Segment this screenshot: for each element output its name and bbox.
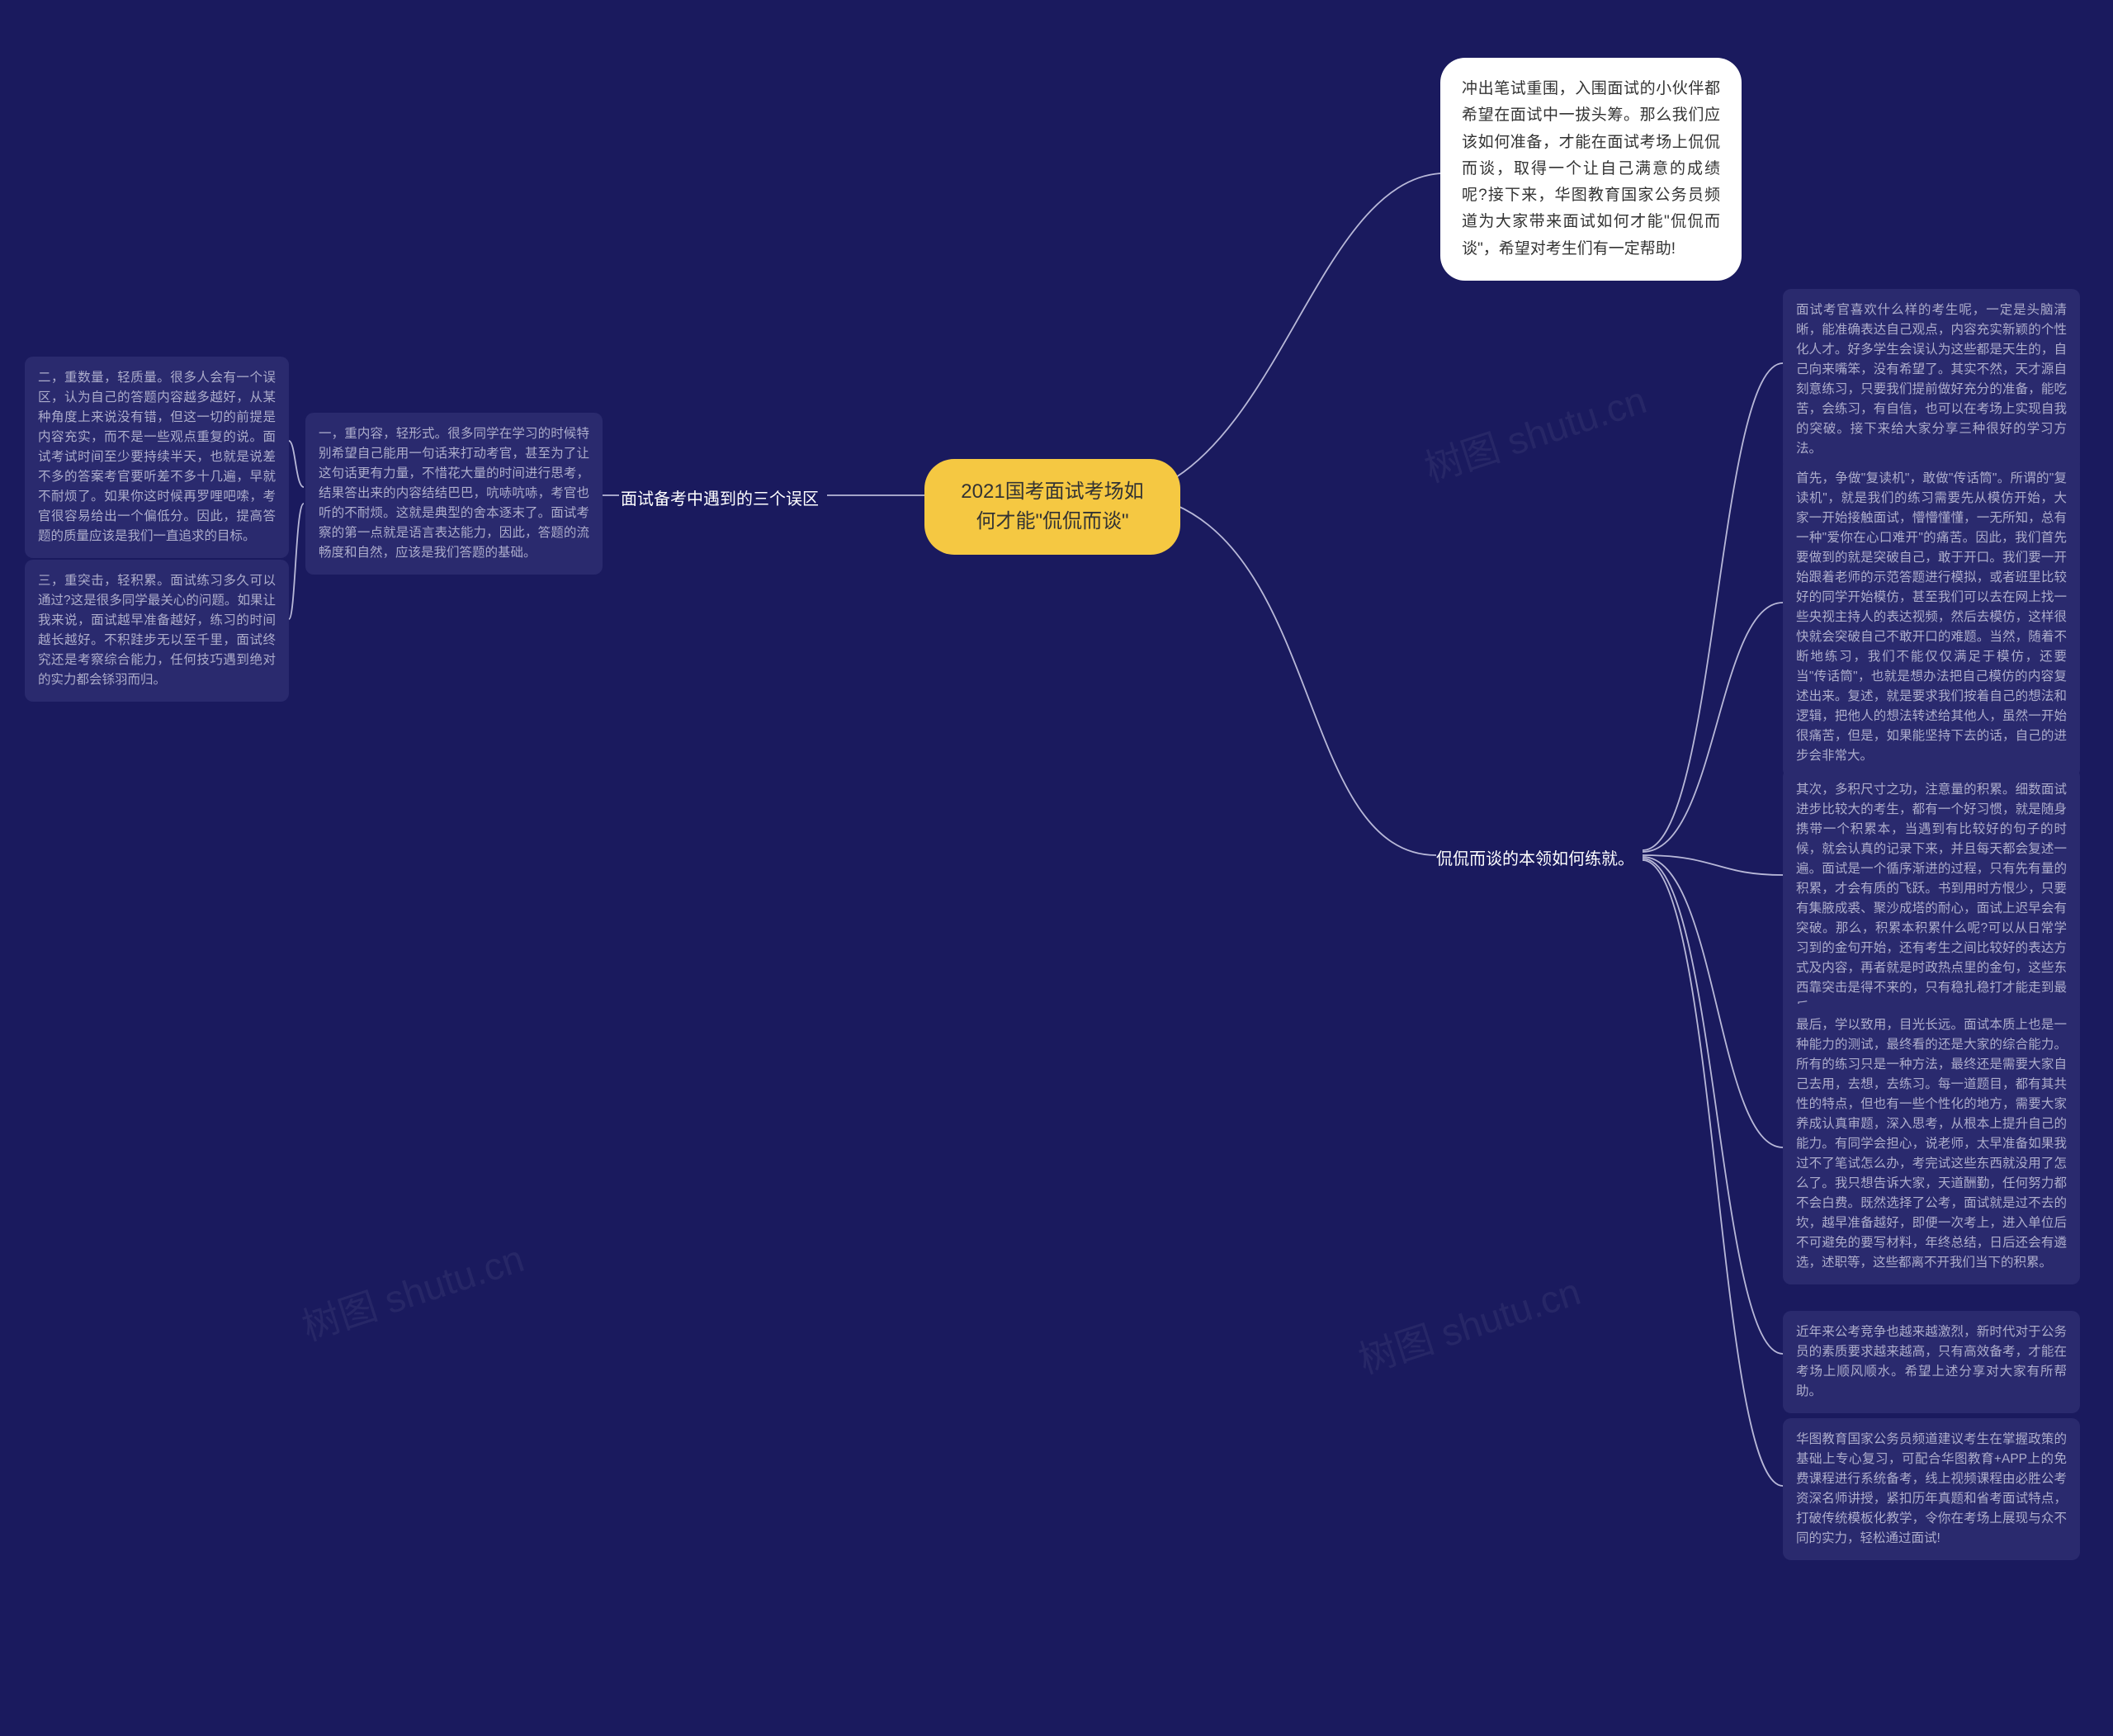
right-child-box[interactable]: 面试考官喜欢什么样的考生呢，一定是头脑清晰，能准确表达自己观点，内容充实新颖的个…: [1783, 289, 2080, 471]
right-child-box[interactable]: 其次，多积尺寸之功，注意量的积累。细数面试进步比较大的考生，都有一个好习惯，就是…: [1783, 769, 2080, 1029]
right-child-box[interactable]: 首先，争做"复读机"，敢做"传话筒"。所谓的"复读机"，就是我们的练习需要先从模…: [1783, 457, 2080, 778]
left-child-box[interactable]: 二，重数量，轻质量。很多人会有一个误区，认为自己的答题内容越多越好，从某种角度上…: [25, 357, 289, 558]
right-child-box[interactable]: 华图教育国家公务员频道建议考生在掌握政策的基础上专心复习，可配合华图教育+APP…: [1783, 1418, 2080, 1560]
left-child-box[interactable]: 三，重突击，轻积累。面试练习多久可以通过?这是很多同学最关心的问题。如果让我来说…: [25, 560, 289, 702]
right-child-box[interactable]: 最后，学以致用，目光长远。面试本质上也是一种能力的测试，最终看的还是大家的综合能…: [1783, 1004, 2080, 1284]
root-node[interactable]: 2021国考面试考场如何才能"侃侃而谈": [924, 459, 1180, 555]
branch-label-left[interactable]: 面试备考中遇到的三个误区: [621, 485, 819, 509]
watermark: 树图 shutu.cn: [1351, 1262, 1586, 1385]
branch-label-right[interactable]: 侃侃而谈的本领如何练就。: [1436, 845, 1634, 869]
right-child-box[interactable]: 近年来公考竞争也越来越激烈，新时代对于公务员的素质要求越来越高，只有高效备考，才…: [1783, 1311, 2080, 1413]
left-stem-box[interactable]: 一，重内容，轻形式。很多同学在学习的时候特别希望自己能用一句话来打动考官，甚至为…: [305, 413, 603, 575]
watermark: 树图 shutu.cn: [1417, 371, 1652, 494]
intro-bubble[interactable]: 冲出笔试重围，入围面试的小伙伴都希望在面试中一拔头筹。那么我们应该如何准备，才能…: [1440, 58, 1742, 281]
watermark: 树图 shutu.cn: [295, 1229, 530, 1352]
